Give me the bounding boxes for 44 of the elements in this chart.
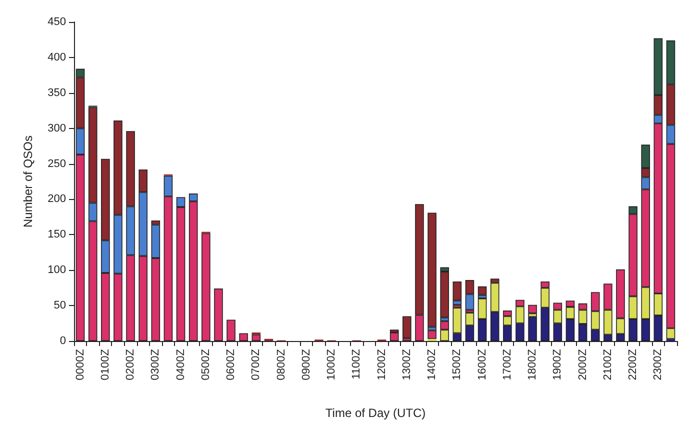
- x-tick-label: 0200Z: [124, 348, 137, 380]
- x-tick-label: 0100Z: [99, 348, 112, 380]
- bar: [252, 332, 261, 335]
- x-tick-label: 0500Z: [200, 348, 212, 380]
- y-tick-label: 450: [48, 16, 66, 28]
- bar: [452, 281, 462, 301]
- x-axis-title: Time of Day (UTC): [325, 406, 426, 420]
- bar: [428, 330, 436, 339]
- x-tick-label: 1900Z: [552, 348, 564, 380]
- x-tick-label: 2100Z: [602, 348, 614, 380]
- x-tick-label: 1100Z: [350, 348, 363, 380]
- x-tick-label: 0300Z: [150, 348, 162, 380]
- y-axis-title: Number of QSOs: [21, 135, 35, 228]
- x-tick-label: 1300Z: [400, 348, 413, 380]
- bar: [402, 316, 412, 338]
- x-tick-label: 1000Z: [326, 348, 338, 380]
- y-tick-label: 250: [48, 158, 66, 170]
- x-tick-label: 1500Z: [451, 348, 464, 380]
- y-tick-label: 400: [48, 51, 66, 64]
- x-tick-label: 2000Z: [576, 348, 589, 380]
- y-tick-label: 50: [54, 300, 66, 312]
- bar: [428, 212, 436, 327]
- x-tick-label: 0600Z: [225, 348, 238, 380]
- y-tick-label: 150: [48, 228, 66, 241]
- x-tick-label: 1800Z: [526, 348, 539, 380]
- x-tick-label: 0900Z: [300, 348, 312, 380]
- y-tick-label: 0: [60, 335, 66, 347]
- x-tick-label: 1700Z: [501, 348, 514, 380]
- y-tick-label: 100: [48, 264, 66, 276]
- bar: [528, 304, 537, 314]
- x-tick-label: 2200Z: [627, 348, 640, 380]
- x-tick-label: 1200Z: [376, 348, 388, 380]
- x-tick-label: 0400Z: [174, 348, 187, 380]
- x-tick-label: 1400Z: [426, 348, 438, 380]
- y-tick-label: 200: [48, 193, 66, 206]
- bar: [440, 272, 449, 318]
- x-tick-label: 0700Z: [250, 348, 262, 380]
- x-tick-label: 0000Z: [74, 348, 86, 380]
- y-tick-label: 350: [48, 86, 66, 99]
- x-tick-label: 0800Z: [275, 348, 288, 380]
- bar: [478, 286, 487, 295]
- y-tick-label: 300: [48, 122, 66, 134]
- x-tick-label: 2300Z: [652, 348, 664, 380]
- x-tick-label: 1600Z: [476, 348, 488, 380]
